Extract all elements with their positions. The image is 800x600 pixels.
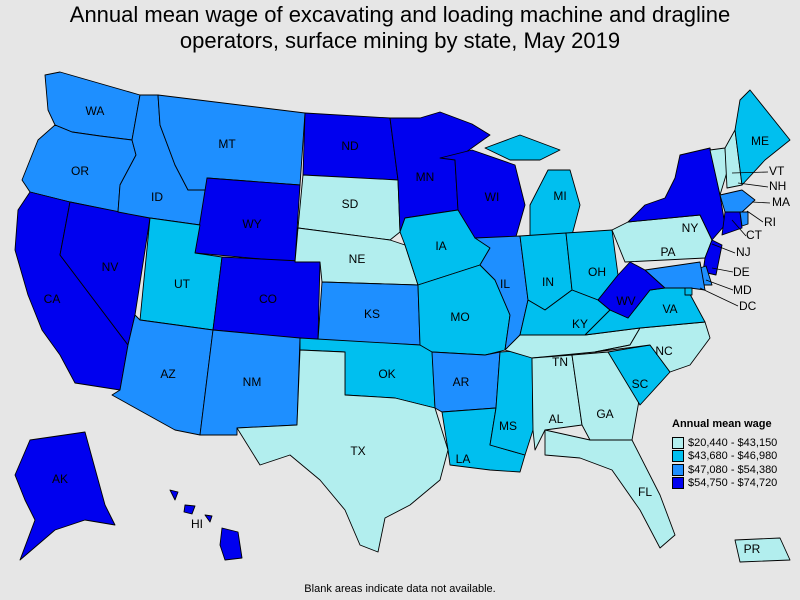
legend: Annual mean wage $20,440 - $43,150 $43,68… bbox=[672, 418, 777, 490]
state-label-mo: MO bbox=[450, 310, 469, 324]
state-tx[interactable] bbox=[236, 349, 449, 553]
state-label-hi: HI bbox=[191, 517, 203, 531]
state-label-ok: OK bbox=[378, 367, 395, 381]
state-label-id: ID bbox=[151, 190, 163, 204]
state-label-co: CO bbox=[259, 292, 277, 306]
state-label-nh: NH bbox=[769, 179, 786, 193]
legend-swatch bbox=[672, 436, 684, 449]
legend-title: Annual mean wage bbox=[672, 418, 772, 430]
legend-swatch bbox=[672, 477, 684, 490]
legend-label: $20,440 - $43,150 bbox=[688, 436, 778, 449]
state-label-ri: RI bbox=[764, 215, 776, 229]
state-label-az: AZ bbox=[160, 367, 175, 381]
state-labels-layer: WA OR CA NV ID MT WY UT CO AZ NM ND SD NE KS OK TX MN IA MO… bbox=[44, 104, 790, 556]
state-label-wi: WI bbox=[485, 190, 500, 204]
state-label-nv: NV bbox=[102, 260, 119, 274]
state-label-vt: VT bbox=[769, 164, 785, 178]
state-sd[interactable] bbox=[297, 174, 401, 241]
state-label-or: OR bbox=[71, 164, 89, 178]
state-label-mt: MT bbox=[218, 137, 236, 151]
state-dc[interactable] bbox=[684, 287, 693, 296]
state-ri[interactable] bbox=[739, 211, 749, 227]
state-label-fl: FL bbox=[638, 485, 652, 499]
state-label-nd: ND bbox=[341, 139, 359, 153]
state-label-va: VA bbox=[662, 302, 677, 316]
state-label-wy: WY bbox=[242, 217, 261, 231]
state-label-ia: IA bbox=[435, 239, 446, 253]
state-label-ca: CA bbox=[44, 292, 61, 306]
legend-item: $54,750 - $74,720 bbox=[672, 477, 777, 491]
title-line-2: operators, surface mining by state, May … bbox=[179, 28, 621, 53]
state-label-mi: MI bbox=[553, 189, 566, 203]
legend-label: $43,680 - $46,980 bbox=[688, 450, 778, 463]
label-leader-lines bbox=[699, 171, 771, 307]
state-label-ut: UT bbox=[174, 277, 191, 291]
state-fl[interactable] bbox=[544, 429, 676, 549]
state-label-ky: KY bbox=[572, 317, 588, 331]
state-label-nj: NJ bbox=[736, 245, 751, 259]
state-label-wv: WV bbox=[616, 294, 635, 308]
state-ma[interactable] bbox=[719, 189, 756, 213]
state-label-il: IL bbox=[500, 277, 510, 291]
state-md[interactable] bbox=[644, 261, 706, 291]
state-ct[interactable] bbox=[721, 211, 743, 236]
states-layer bbox=[14, 71, 791, 563]
state-label-nm: NM bbox=[243, 375, 262, 389]
state-label-wa: WA bbox=[86, 104, 105, 118]
state-nc[interactable] bbox=[594, 321, 711, 373]
map-title: Annual mean wage of excavating and loadi… bbox=[0, 2, 800, 54]
state-label-me: ME bbox=[751, 134, 769, 148]
legend-swatch bbox=[672, 450, 684, 463]
state-label-pa: PA bbox=[660, 245, 675, 259]
state-label-in: IN bbox=[542, 275, 554, 289]
state-label-sd: SD bbox=[342, 197, 359, 211]
legend-swatch bbox=[672, 463, 684, 476]
legend-rows: $20,440 - $43,150 $43,680 - $46,980 $47,08… bbox=[672, 436, 777, 490]
state-label-ct: CT bbox=[746, 228, 763, 242]
state-label-mn: MN bbox=[416, 170, 435, 184]
state-label-tn: TN bbox=[552, 355, 568, 369]
state-label-md: MD bbox=[733, 283, 752, 297]
state-label-de: DE bbox=[733, 265, 750, 279]
state-ny[interactable] bbox=[627, 147, 726, 241]
state-label-pr: PR bbox=[744, 542, 761, 556]
state-label-la: LA bbox=[456, 452, 471, 466]
state-label-ne: NE bbox=[349, 252, 366, 266]
state-label-al: AL bbox=[549, 412, 564, 426]
state-pr[interactable] bbox=[734, 537, 791, 563]
state-hi[interactable] bbox=[169, 489, 243, 561]
state-label-ar: AR bbox=[453, 375, 470, 389]
legend-label: $47,080 - $54,380 bbox=[688, 463, 778, 476]
state-label-sc: SC bbox=[632, 377, 649, 391]
state-ak[interactable] bbox=[14, 431, 116, 561]
legend-label: $54,750 - $74,720 bbox=[688, 477, 778, 490]
state-label-tx: TX bbox=[350, 444, 365, 458]
state-label-ma: MA bbox=[772, 195, 790, 209]
state-label-ga: GA bbox=[596, 407, 613, 421]
state-label-nc: NC bbox=[655, 344, 673, 358]
state-label-ks: KS bbox=[364, 307, 380, 321]
state-label-dc: DC bbox=[739, 299, 757, 313]
legend-item: $20,440 - $43,150 bbox=[672, 436, 777, 450]
legend-item: $47,080 - $54,380 bbox=[672, 463, 777, 477]
state-label-ak: AK bbox=[52, 472, 68, 486]
legend-item: $43,680 - $46,980 bbox=[672, 450, 777, 464]
state-me[interactable] bbox=[734, 89, 791, 186]
state-label-oh: OH bbox=[588, 265, 606, 279]
title-line-1: Annual mean wage of excavating and loadi… bbox=[69, 2, 731, 27]
state-label-ny: NY bbox=[682, 221, 699, 235]
state-label-ms: MS bbox=[499, 419, 517, 433]
footnote: Blank areas indicate data not available. bbox=[304, 583, 496, 595]
